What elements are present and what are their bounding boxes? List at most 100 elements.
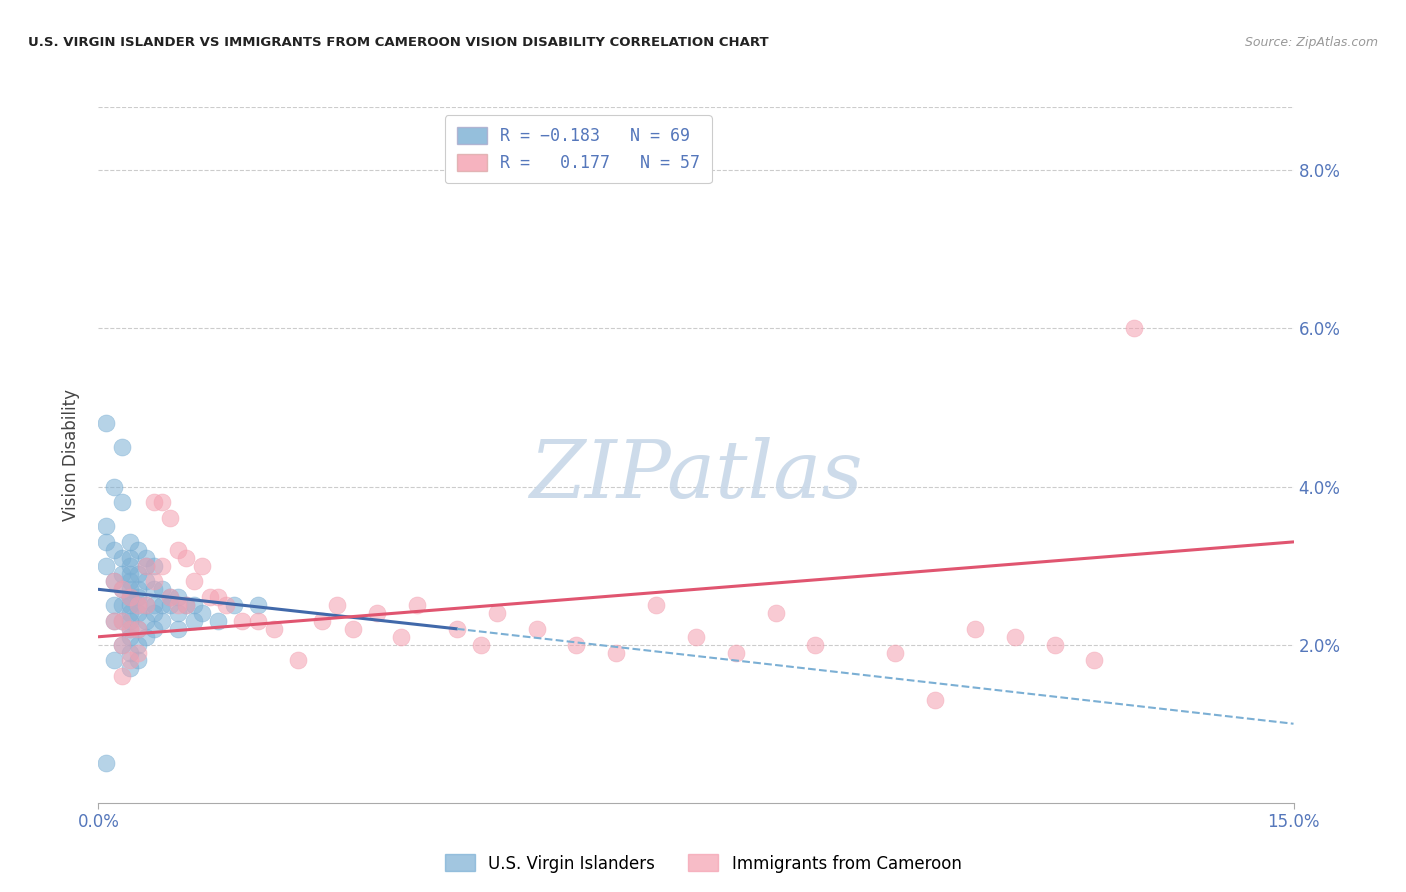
Point xyxy=(127,622,149,636)
Point xyxy=(1004,630,1026,644)
Point xyxy=(470,638,492,652)
Point xyxy=(143,622,166,636)
Point xyxy=(143,558,166,573)
Point xyxy=(120,661,142,675)
Point xyxy=(167,622,190,636)
Point xyxy=(120,591,142,605)
Point xyxy=(120,622,142,636)
Point xyxy=(246,598,269,612)
Point xyxy=(183,598,205,612)
Point xyxy=(446,622,468,636)
Point xyxy=(143,606,166,620)
Legend: R = −0.183   N = 69, R =   0.177   N = 57: R = −0.183 N = 69, R = 0.177 N = 57 xyxy=(444,115,711,184)
Point xyxy=(150,598,173,612)
Point xyxy=(143,574,166,589)
Point xyxy=(326,598,349,612)
Point xyxy=(287,653,309,667)
Point xyxy=(167,542,190,557)
Point xyxy=(143,495,166,509)
Point xyxy=(311,614,333,628)
Point xyxy=(183,614,205,628)
Point xyxy=(120,582,142,597)
Point xyxy=(127,598,149,612)
Point xyxy=(127,638,149,652)
Text: ZIPatlas: ZIPatlas xyxy=(529,437,863,515)
Point xyxy=(685,630,707,644)
Point xyxy=(135,598,157,612)
Point xyxy=(103,653,125,667)
Point xyxy=(342,622,364,636)
Point xyxy=(96,558,118,573)
Point xyxy=(207,591,229,605)
Point xyxy=(143,582,166,597)
Point xyxy=(103,614,125,628)
Point xyxy=(963,622,986,636)
Point xyxy=(103,598,125,612)
Point xyxy=(167,598,190,612)
Point xyxy=(135,598,157,612)
Point xyxy=(135,614,157,628)
Point xyxy=(159,591,181,605)
Point xyxy=(111,582,134,597)
Point xyxy=(167,606,190,620)
Point xyxy=(526,622,548,636)
Point xyxy=(127,566,149,581)
Point xyxy=(120,622,142,636)
Point xyxy=(120,653,142,667)
Point xyxy=(120,534,142,549)
Point xyxy=(111,638,134,652)
Point xyxy=(111,638,134,652)
Point xyxy=(120,591,142,605)
Point xyxy=(246,614,269,628)
Point xyxy=(884,646,907,660)
Point xyxy=(135,558,157,573)
Point xyxy=(127,606,149,620)
Point xyxy=(120,598,142,612)
Point xyxy=(389,630,412,644)
Point xyxy=(120,606,142,620)
Point xyxy=(127,542,149,557)
Point xyxy=(135,630,157,644)
Point xyxy=(804,638,827,652)
Point xyxy=(174,598,197,612)
Point xyxy=(111,440,134,454)
Point xyxy=(127,582,149,597)
Point xyxy=(120,646,142,660)
Point xyxy=(111,598,134,612)
Point xyxy=(159,598,181,612)
Point xyxy=(111,614,134,628)
Point xyxy=(111,669,134,683)
Point xyxy=(120,591,142,605)
Point xyxy=(924,693,946,707)
Point xyxy=(215,598,238,612)
Point xyxy=(159,591,181,605)
Point xyxy=(150,495,173,509)
Point xyxy=(103,614,125,628)
Point xyxy=(150,582,173,597)
Point xyxy=(605,646,627,660)
Point xyxy=(724,646,747,660)
Point xyxy=(207,614,229,628)
Point xyxy=(143,598,166,612)
Point xyxy=(1083,653,1105,667)
Point xyxy=(765,606,787,620)
Point xyxy=(111,614,134,628)
Point xyxy=(96,417,118,431)
Point xyxy=(96,534,118,549)
Point xyxy=(222,598,245,612)
Point xyxy=(103,542,125,557)
Point xyxy=(127,591,149,605)
Point xyxy=(565,638,588,652)
Point xyxy=(111,582,134,597)
Point xyxy=(1123,321,1146,335)
Text: U.S. VIRGIN ISLANDER VS IMMIGRANTS FROM CAMEROON VISION DISABILITY CORRELATION C: U.S. VIRGIN ISLANDER VS IMMIGRANTS FROM … xyxy=(28,36,769,49)
Point xyxy=(120,574,142,589)
Point xyxy=(366,606,388,620)
Point xyxy=(135,558,157,573)
Point xyxy=(111,495,134,509)
Point xyxy=(120,558,142,573)
Point xyxy=(111,550,134,565)
Point xyxy=(127,598,149,612)
Point xyxy=(120,550,142,565)
Point xyxy=(96,756,118,771)
